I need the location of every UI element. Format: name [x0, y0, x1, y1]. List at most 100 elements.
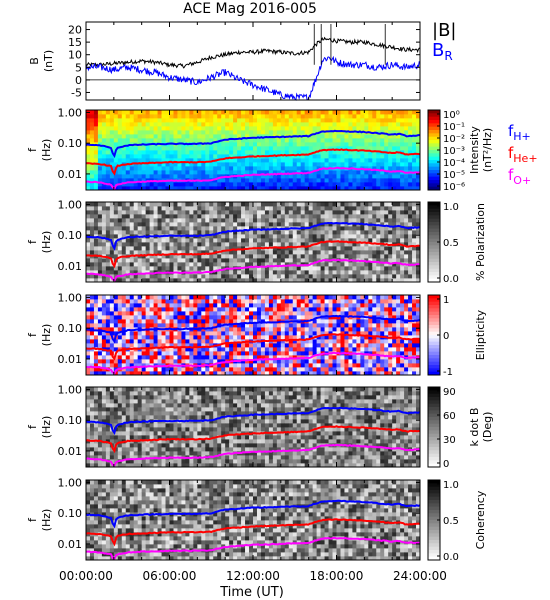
- spectrogram-cell: [145, 206, 151, 211]
- spectrogram-cell: [368, 206, 373, 211]
- spectrogram-cell: [312, 182, 318, 187]
- spectrogram-cell: [280, 335, 286, 340]
- spectrogram-cell: [205, 262, 210, 267]
- spectrogram-cell: [256, 206, 262, 211]
- spectrogram-cell: [356, 230, 361, 235]
- spectrogram-cell: [332, 146, 337, 151]
- spectrogram-cell: [221, 351, 226, 356]
- spectrogram-cell: [86, 278, 91, 283]
- spectrogram-cell: [241, 166, 246, 171]
- spectrogram-cell: [109, 343, 115, 348]
- spectrogram-cell: [384, 234, 389, 239]
- spectrogram-cell: [324, 222, 329, 227]
- spectrogram-cell: [221, 186, 226, 191]
- spectrogram-cell: [241, 150, 246, 155]
- spectrogram-cell: [189, 359, 194, 364]
- spectrogram-cell: [324, 134, 329, 139]
- spectrogram-cell: [260, 138, 266, 143]
- spectrogram-cell: [408, 210, 413, 215]
- spectrogram-cell: [233, 202, 238, 207]
- spectrogram-cell: [149, 250, 154, 255]
- spectrogram-cell: [380, 218, 385, 223]
- spectrogram-cell: [372, 134, 377, 139]
- spectrogram-cell: [86, 299, 91, 304]
- spectrogram-cell: [121, 186, 127, 191]
- spectrogram-cell: [245, 327, 250, 332]
- spectrogram-cell: [360, 154, 365, 159]
- spectrogram-cell: [237, 170, 242, 175]
- spectrogram-cell: [292, 295, 298, 300]
- spectrogram-cell: [145, 254, 151, 259]
- spectrogram-cell: [205, 371, 210, 376]
- spectrogram-cell: [253, 158, 258, 163]
- spectrogram-cell: [133, 150, 139, 155]
- spectrogram-cell: [233, 319, 238, 324]
- spectrogram-cell: [161, 303, 166, 308]
- spectrogram-cell: [312, 170, 318, 175]
- spectrogram-cell: [217, 110, 222, 115]
- spectrogram-cell: [97, 311, 103, 316]
- spectrogram-cell: [165, 367, 170, 372]
- spectrogram-cell: [165, 170, 170, 175]
- spectrogram-cell: [300, 351, 306, 356]
- spectrogram-cell: [253, 170, 258, 175]
- spectrogram-cell: [145, 270, 151, 275]
- spectrogram-cell: [249, 162, 254, 167]
- spectrogram-cell: [253, 110, 258, 115]
- spectrogram-cell: [113, 206, 119, 211]
- spectrogram-cell: [312, 254, 318, 259]
- spectrogram-cell: [332, 295, 337, 300]
- spectrogram-cell: [253, 351, 258, 356]
- spectrogram-cell: [264, 258, 270, 263]
- spectrogram-cell: [320, 162, 325, 167]
- spectrogram-cell: [133, 262, 139, 267]
- spectrogram-cell: [113, 303, 119, 308]
- spectrogram-cell: [376, 158, 381, 163]
- spectrogram-cell: [320, 242, 325, 247]
- y-tick-label: 10: [68, 49, 82, 62]
- spectrogram-cell: [229, 186, 234, 191]
- spectrogram-cell: [185, 307, 190, 312]
- spectrogram-cell: [308, 250, 314, 255]
- spectrogram-cell: [280, 234, 286, 239]
- spectrogram-cell: [256, 222, 262, 227]
- spectrogram-cell: [205, 234, 210, 239]
- spectrogram-cell: [209, 347, 214, 352]
- spectrogram-cell: [352, 278, 357, 283]
- spectrogram-cell: [133, 154, 139, 159]
- spectrogram-cell: [348, 323, 353, 328]
- spectrogram-cell: [137, 226, 143, 231]
- spectrogram-cell: [245, 311, 250, 316]
- spectrogram-cell: [93, 311, 99, 316]
- spectrogram-cell: [201, 206, 206, 211]
- spectrogram-cell: [304, 154, 310, 159]
- spectrogram-cell: [264, 158, 270, 163]
- spectrogram-cell: [388, 122, 393, 127]
- spectrogram-cell: [392, 130, 397, 135]
- spectrogram-cell: [308, 230, 314, 235]
- spectrogram-cell: [332, 274, 337, 279]
- spectrogram-cell: [225, 222, 230, 227]
- spectrogram-cell: [173, 230, 178, 235]
- spectrogram-cell: [237, 230, 242, 235]
- spectrogram-cell: [268, 122, 274, 127]
- spectrogram-cell: [189, 331, 194, 336]
- spectrogram-cell: [249, 258, 254, 263]
- spectrogram-cell: [356, 295, 361, 300]
- spectrogram-cell: [121, 230, 127, 235]
- spectrogram-cell: [117, 170, 123, 175]
- spectrogram-cell: [157, 266, 162, 271]
- spectrogram-cell: [312, 110, 318, 115]
- spectrogram-cell: [308, 222, 314, 227]
- spectrogram-cell: [109, 303, 115, 308]
- spectrogram-cell: [169, 130, 174, 135]
- spectrogram-cell: [193, 339, 198, 344]
- spectrogram-cell: [360, 319, 365, 324]
- spectrogram-cell: [201, 110, 206, 115]
- spectrogram-cell: [197, 250, 202, 255]
- spectrogram-cell: [221, 114, 226, 119]
- spectrogram-cell: [328, 254, 333, 259]
- gyro-line-f-hplus: [85, 129, 420, 159]
- spectrogram-cell: [340, 110, 345, 115]
- spectrogram-cell: [165, 242, 170, 247]
